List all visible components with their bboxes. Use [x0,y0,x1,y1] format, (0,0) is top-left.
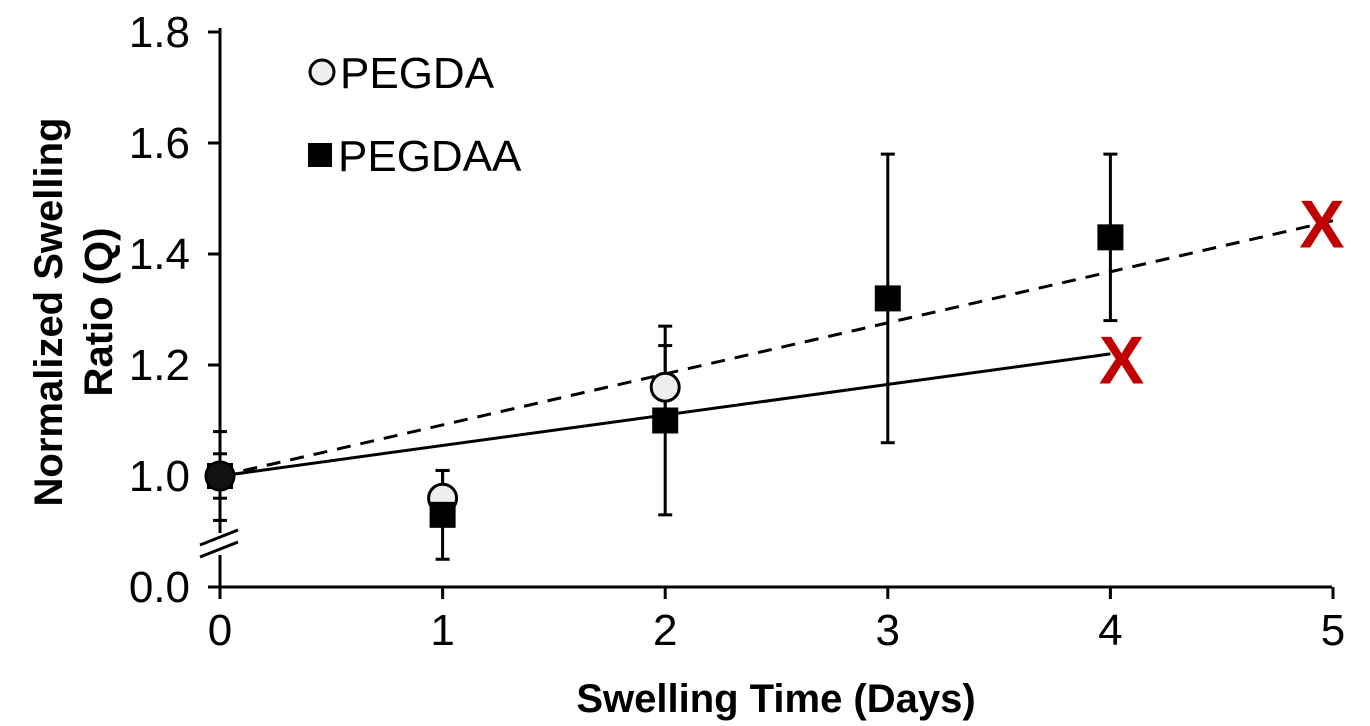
y-axis-title-line-2: Ratio (Q) [77,228,121,397]
x-tick-label: 5 [1321,606,1345,655]
y-tick-label: 1.0 [129,452,190,501]
y-axis-title-line-1: Normalized Swelling [27,118,71,507]
point-pegdaa [429,501,456,528]
axes [196,28,1332,589]
trendline-pegda [219,219,1334,478]
x-tick-label: 1 [430,606,454,655]
y-tick-label: 1.2 [129,341,190,390]
point-pegdaa [1097,224,1124,251]
legend-item-pegda: PEGDA [308,49,495,98]
point-pegdaa [652,407,679,434]
legend-item-pegdaa: PEGDAA [308,132,522,181]
y-tick-label: 1.4 [129,230,190,279]
x-tick-label: 3 [876,606,900,655]
legend-label: PEGDAA [338,132,522,181]
y-tick-label: 1.8 [129,8,190,57]
point-pegdaa [874,285,901,312]
data-markers [204,224,1124,528]
legend-symbol-square [308,143,332,167]
x-tick-label: 2 [653,606,677,655]
x-axis-title: Swelling Time (Days) [576,677,975,721]
annotations: XX [1099,186,1345,398]
y-ticks: 0.0 1.0 1.2 1.4 1.6 1.8 [129,8,220,612]
y-tick-label: 1.6 [129,119,190,168]
x-ticks: 0 1 2 3 4 5 [208,587,1345,655]
legend: PEGDA PEGDAA [308,49,522,181]
x-tick-label: 4 [1098,606,1122,655]
point-origin-overlap [205,461,235,491]
y-axis-title: Normalized Swelling Ratio (Q) [27,118,121,507]
trendlines [219,219,1334,478]
failure-x-mark: X [1099,322,1144,398]
y-axis-break [196,528,246,559]
legend-label: PEGDA [340,49,495,98]
legend-symbol-circle [308,58,336,86]
x-tick-label: 0 [208,606,232,655]
point-pegda [649,371,681,403]
failure-x-mark: X [1299,186,1344,262]
error-bars [213,152,1118,561]
y-tick-label: 0.0 [129,563,190,612]
